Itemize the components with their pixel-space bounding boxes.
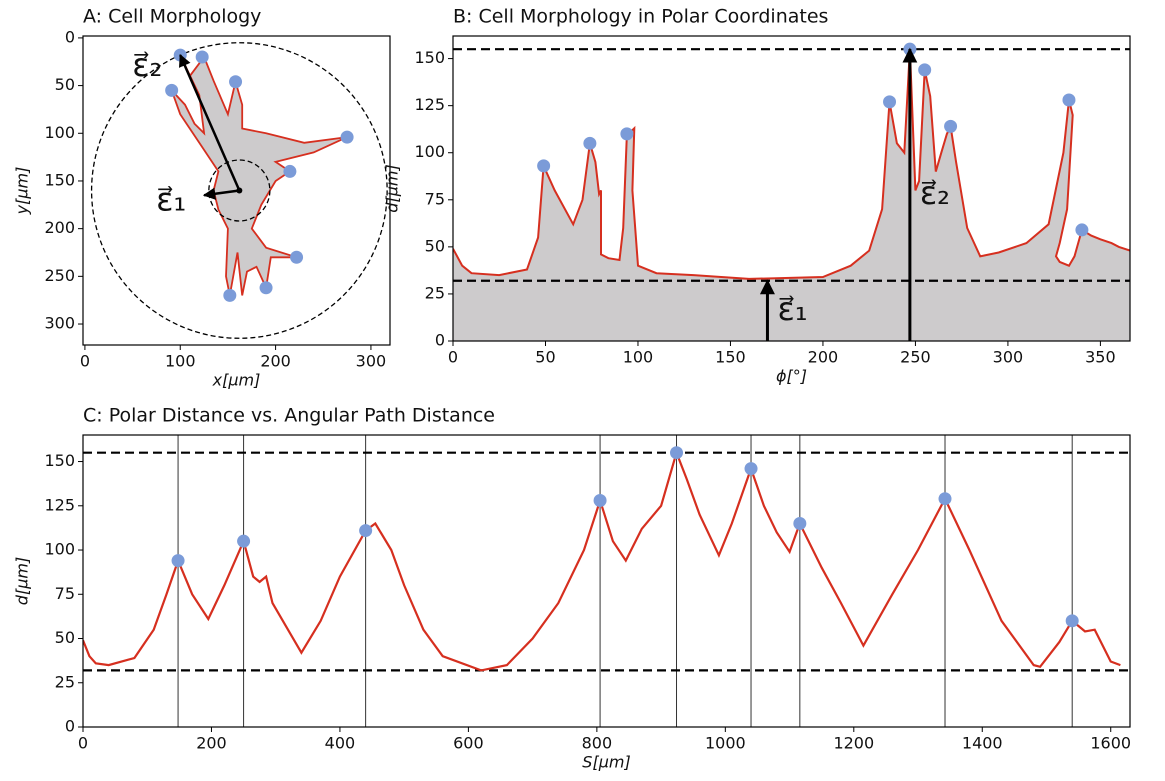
y-tick-label: 150 <box>44 170 75 189</box>
y-tick-label: 125 <box>414 95 445 114</box>
radius-circle <box>90 42 388 339</box>
peak-point <box>593 493 607 507</box>
y-tick-label: 250 <box>44 266 75 285</box>
peak-point <box>340 130 354 144</box>
vector-arrow <box>179 53 241 192</box>
radius-circle <box>208 159 271 222</box>
panel-title: A: Cell Morphology <box>83 6 261 28</box>
peak-point <box>171 554 185 568</box>
x-tick-label: 200 <box>808 348 839 367</box>
axes-frame <box>82 434 1131 728</box>
y-tick-label: 50 <box>55 75 75 94</box>
y-tick-label: 200 <box>44 218 75 237</box>
area-fill <box>453 49 1130 341</box>
peak-point <box>793 516 807 530</box>
peak-point <box>883 95 897 109</box>
vector-label: ε⃗₁ <box>156 180 186 218</box>
y-tick-label: 50 <box>55 628 75 647</box>
x-tick-label: 250 <box>900 348 931 367</box>
y-tick-label: 100 <box>44 123 75 142</box>
y-axis-label: y[μm] <box>13 167 32 216</box>
x-tick-label: 300 <box>993 348 1024 367</box>
x-tick-label: 50 <box>535 348 555 367</box>
vector-arrow <box>202 187 240 200</box>
peak-point <box>670 446 684 460</box>
x-tick-label: 0 <box>78 734 88 753</box>
peak-point <box>165 83 179 97</box>
peak-point <box>259 281 273 295</box>
peak-point <box>195 50 209 64</box>
y-tick-label: 75 <box>425 189 445 208</box>
y-tick-label: 100 <box>414 142 445 161</box>
x-tick-label: 1600 <box>1090 734 1131 753</box>
y-tick-label: 25 <box>55 672 75 691</box>
panel-title: B: Cell Morphology in Polar Coordinates <box>453 6 828 28</box>
x-tick-label: 200 <box>196 734 227 753</box>
y-tick-label: 150 <box>414 48 445 67</box>
peak-point <box>1065 614 1079 628</box>
x-axis-label: S[μm] <box>582 753 630 772</box>
panel-title: C: Polar Distance vs. Angular Path Dista… <box>83 405 495 427</box>
vector-label: ε⃗₂ <box>132 46 162 84</box>
x-tick-label: 800 <box>582 734 613 753</box>
y-tick-label: 0 <box>65 27 75 46</box>
y-tick-label: 125 <box>44 495 75 514</box>
peak-point <box>944 119 958 133</box>
plot-area <box>453 48 1130 341</box>
peak-point <box>537 159 551 173</box>
y-axis-label: d[μm] <box>383 164 402 212</box>
x-tick-label: 350 <box>1085 348 1116 367</box>
x-tick-label: 0 <box>448 348 458 367</box>
peak-point <box>359 524 373 538</box>
peak-point <box>918 63 932 77</box>
x-axis-label: x[μm] <box>212 371 261 390</box>
y-tick-label: 0 <box>435 331 445 350</box>
x-tick-label: 100 <box>165 352 196 371</box>
peak-point <box>237 534 251 548</box>
peak-point <box>1075 223 1089 237</box>
peak-point <box>1062 93 1076 107</box>
peak-point <box>290 250 304 264</box>
peak-point <box>583 136 597 150</box>
plot-area <box>90 42 388 339</box>
x-tick-label: 1200 <box>833 734 874 753</box>
x-tick-label: 100 <box>623 348 654 367</box>
x-axis-label: ϕ[°] <box>776 367 807 386</box>
peak-point <box>223 288 237 302</box>
x-tick-label: 1400 <box>962 734 1003 753</box>
y-tick-label: 75 <box>55 584 75 603</box>
vector-label: ε⃗₂ <box>920 174 950 212</box>
y-tick-label: 50 <box>425 236 445 255</box>
y-tick-label: 100 <box>44 540 75 559</box>
polar-line <box>453 49 1130 280</box>
vector-label: ε⃗₁ <box>777 290 807 328</box>
peak-point <box>744 462 758 476</box>
axes-frame <box>82 35 391 346</box>
peak-point <box>283 164 297 178</box>
peak-point <box>938 492 952 506</box>
peak-point <box>229 75 243 89</box>
x-tick-label: 600 <box>453 734 484 753</box>
plot-area <box>83 435 1130 727</box>
x-tick-label: 150 <box>715 348 746 367</box>
peak-point <box>620 127 634 141</box>
y-tick-label: 25 <box>425 283 445 302</box>
x-tick-label: 300 <box>356 352 387 371</box>
y-axis-label: d[μm] <box>13 557 32 605</box>
y-tick-label: 300 <box>44 314 75 333</box>
x-tick-label: 200 <box>260 352 291 371</box>
x-tick-label: 400 <box>325 734 356 753</box>
x-tick-label: 1000 <box>705 734 746 753</box>
distance-line <box>83 449 1121 672</box>
cell-outline <box>170 54 348 296</box>
x-tick-label: 0 <box>80 352 90 371</box>
axes-frame <box>452 35 1131 342</box>
y-tick-label: 150 <box>44 451 75 470</box>
y-tick-label: 0 <box>65 717 75 736</box>
